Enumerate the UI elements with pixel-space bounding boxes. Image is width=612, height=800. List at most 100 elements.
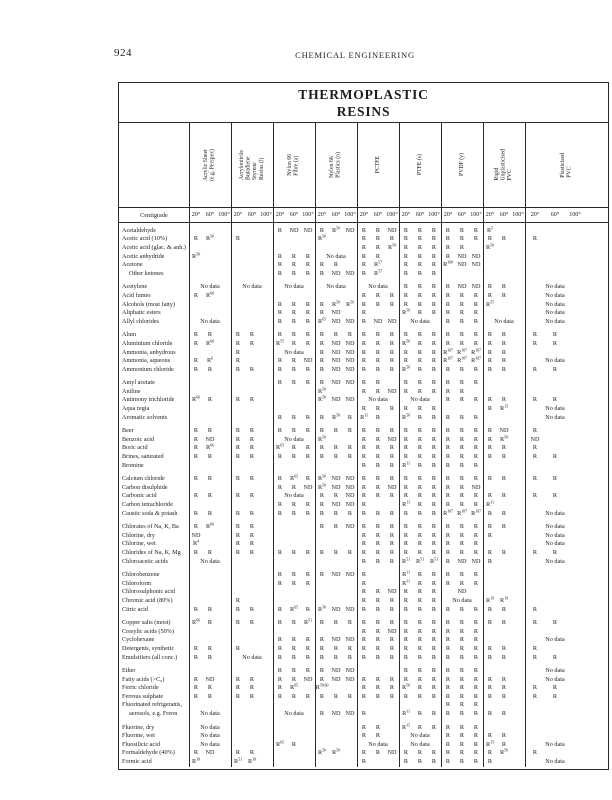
resistance-value: R	[445, 619, 451, 627]
row-label: Carbon tetrachloride	[122, 501, 174, 509]
resistance-value: R	[431, 684, 437, 692]
temp-header-group: 20° 60° 100°	[231, 212, 273, 218]
resistance-value: R	[501, 291, 507, 299]
table-row: Fatty acids (>C₆) R ND R R R R ND R ND ND R R R R R R R R R…	[119, 675, 608, 684]
row-label: Beer	[122, 427, 134, 435]
table-row: Chloroacetic acids No data R R R R51 R51 R51 R ND…	[119, 556, 608, 566]
resistance-value: R50	[318, 394, 326, 404]
resistance-value: R	[319, 675, 325, 683]
resistance-value	[259, 749, 273, 756]
row-label: Acid fumes	[122, 291, 151, 299]
no-data-value: No data	[545, 740, 565, 748]
table-row: Alum R R R R R R R R R R R R R R R R R R R R R R R	[119, 331, 608, 340]
table-row: Ether R R R R ND ND R R R R R R No data	[119, 666, 608, 675]
spacer	[585, 357, 608, 364]
resistance-value: R	[552, 548, 558, 556]
resistance-value: R	[361, 675, 367, 683]
resistance-cell-group: R51 R19	[231, 757, 273, 765]
resistance-value: R19	[192, 756, 200, 766]
resistance-value: R	[333, 509, 339, 517]
no-data-value: No data	[410, 740, 430, 748]
resistance-value: R	[445, 571, 451, 579]
resistance-value	[511, 749, 525, 756]
resistance-value: R	[417, 684, 423, 692]
resistance-value: R	[473, 309, 479, 317]
resistance-value: R	[375, 243, 381, 251]
row-label: Chlorosulphonic acid	[122, 588, 176, 596]
resistance-cell-group: R	[357, 580, 399, 587]
resistance-cell-group: No data	[189, 741, 231, 748]
resistance-value: R	[501, 339, 507, 347]
resistance-value: R	[403, 300, 409, 308]
resistance-value: R	[375, 461, 381, 469]
resistance-value	[511, 283, 525, 290]
temp-label: 60°	[499, 212, 509, 218]
resistance-value: R	[445, 339, 451, 347]
temp-label: 20°	[233, 212, 243, 218]
resistance-value: R	[417, 509, 423, 517]
spacer	[585, 510, 608, 517]
resistance-cell-group: R R R51	[273, 618, 315, 626]
resistance-value	[385, 724, 399, 731]
table-row: Aluminium chloride R R66 R R R55 R R R ND ND R R R R50…	[119, 339, 608, 348]
resistance-value: R	[445, 710, 451, 718]
resistance-value: ND	[331, 636, 341, 644]
resistance-value: ND	[530, 435, 540, 443]
resistance-value: R	[291, 357, 297, 365]
resistance-value: R107	[471, 508, 481, 517]
resistance-value: R	[291, 413, 297, 421]
resistance-cell-group: No data	[315, 253, 357, 260]
resistance-value: R50	[318, 434, 326, 443]
resistance-value: R	[249, 531, 255, 539]
resistance-value: R	[431, 675, 437, 683]
resistance-value: R	[277, 475, 283, 483]
resistance-value: R50	[318, 747, 326, 757]
resistance-value	[217, 510, 231, 517]
resistance-value: R	[403, 636, 409, 644]
resistance-value: R	[431, 235, 437, 243]
resistance-cell-group: No data	[189, 724, 231, 731]
resistance-value: R	[319, 331, 325, 339]
resistance-value: R	[473, 365, 479, 373]
resistance-value	[545, 444, 565, 451]
resistance-value: R	[501, 710, 507, 718]
resistance-value: R11	[402, 460, 410, 469]
resistance-value: R	[403, 226, 409, 234]
resistance-value: R	[291, 653, 297, 661]
resistance-value: R	[431, 435, 437, 443]
resistance-value: R65	[290, 473, 298, 483]
resistance-value	[441, 588, 455, 595]
no-data-value: No data	[284, 283, 304, 291]
resistance-value: R	[501, 396, 507, 404]
resistance-value: R	[277, 653, 283, 661]
resistance-cell-group: R ND ND	[441, 253, 483, 260]
resistance-value	[217, 676, 231, 683]
resistance-cell-group: No data	[273, 492, 315, 499]
spacer	[585, 549, 608, 556]
resistance-value: R	[207, 653, 213, 661]
resistance-value: R	[277, 226, 283, 234]
resistance-value: ND	[331, 475, 341, 483]
resistance-value: R	[473, 427, 479, 435]
resistance-cell-group: R	[525, 749, 608, 756]
resistance-cell-group: No data	[273, 710, 315, 717]
column-header-label: PTFE (s)	[416, 154, 423, 176]
resistance-value	[217, 693, 231, 700]
resistance-value: R	[445, 605, 451, 613]
table-row: Carbonic acid R R R R No data R R ND R R R R R R R R R R R R…	[119, 492, 608, 501]
resistance-cell-group: R11 R R	[399, 500, 441, 508]
resistance-cell-group: No data	[525, 540, 608, 547]
row-label: Chlorates of Na, K, Ba	[122, 523, 179, 531]
resistance-value: R	[207, 684, 213, 692]
resistance-value	[259, 540, 273, 547]
row-label: Aqua regia	[122, 405, 150, 413]
resistance-value: R	[319, 339, 325, 347]
